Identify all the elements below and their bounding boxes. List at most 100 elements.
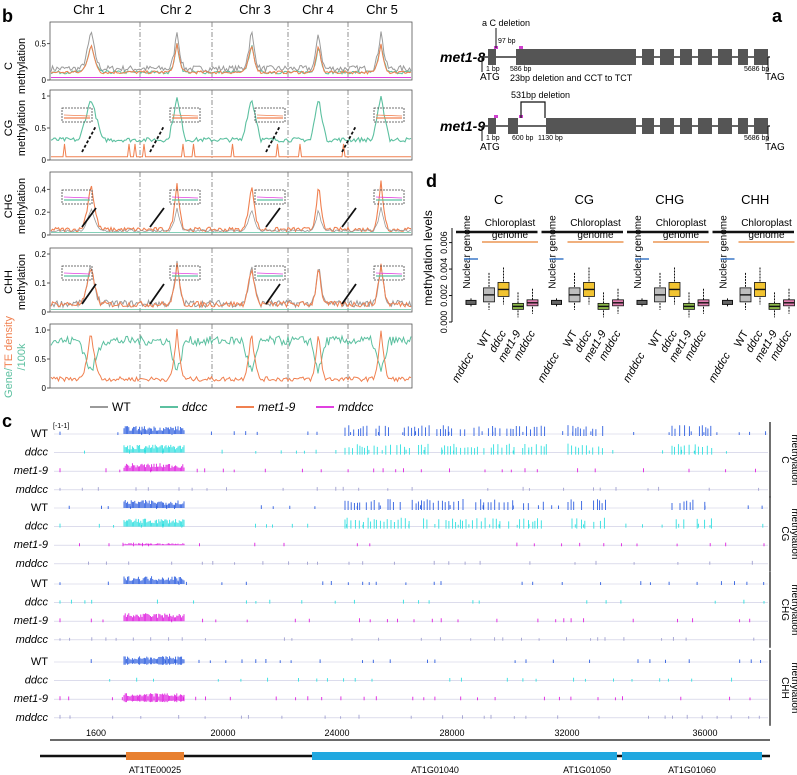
panel-b: b Chr 1 Chr 2 Chr 3 Chr 4 Chr 5 0 0.5 0 0.5… [2, 2, 413, 414]
d-xlabel: mddcc [621, 350, 648, 384]
methylation-signal [79, 542, 765, 547]
inset-trace [375, 196, 403, 199]
series-wt [50, 260, 412, 309]
methylation-signal [59, 714, 760, 719]
plot-frame [49, 323, 413, 389]
d-chl-label: genome [748, 230, 785, 241]
plot-frame [49, 89, 413, 161]
exon [738, 49, 748, 65]
inset-arrow [81, 125, 97, 153]
methylation-signal [59, 463, 756, 473]
exon [488, 118, 496, 134]
d-nuclear-label: Nuclear genome [462, 215, 473, 289]
track-label: mddcc [16, 558, 49, 570]
methylation-signal [88, 560, 753, 565]
exon [516, 49, 636, 65]
methylation-signal [59, 425, 767, 436]
chr-label: Chr 5 [366, 2, 398, 17]
deletion-note: 23bp deletion and CCT to TCT [510, 73, 633, 83]
allele-met1-8: met1-8 [440, 49, 485, 65]
plot-frame [49, 247, 413, 313]
inset-trace [375, 114, 403, 117]
box-mddcc-nuclear [551, 299, 562, 305]
panel-label-c: c [2, 411, 12, 431]
mutation-marker [494, 115, 498, 118]
group-label: methylation [789, 662, 797, 713]
exon [660, 118, 674, 134]
exon [660, 49, 674, 65]
exon [698, 49, 712, 65]
inset-arrow [265, 207, 281, 228]
track-label: ddcc [25, 597, 49, 609]
atg-label: ATG [480, 142, 500, 153]
exon [738, 118, 748, 134]
y-tick-label: 0 [42, 156, 47, 165]
pos-1: 1 bp [486, 66, 500, 73]
inset-arrow [149, 283, 165, 305]
inset-arrow [149, 125, 165, 153]
d-ytick-label: 0.000 [439, 311, 449, 334]
gene-box [126, 752, 184, 760]
panel-d: d methylation levels 0.0000.0020.0040.00… [421, 171, 795, 385]
density-gene: Gene [3, 371, 15, 398]
series-ddcc [50, 95, 412, 144]
y-tick-label: 0 [42, 231, 47, 240]
y-tick-label: 0.5 [35, 40, 47, 49]
exon [698, 118, 712, 134]
track-label: mddcc [16, 712, 49, 724]
d-group-title: C [494, 192, 503, 207]
pos-1: 1 bp [486, 135, 500, 142]
series-te-density [50, 328, 412, 383]
deletion-bracket [520, 101, 546, 118]
d-xlabel: mddcc [536, 350, 563, 384]
d-ytick-label: 0.004 [439, 258, 449, 281]
panel-label-a: a [772, 6, 783, 26]
row-label-density: Gene/TE density [3, 316, 15, 398]
track-label: met1-9 [14, 465, 48, 477]
allele-met1-9: met1-9 [440, 118, 485, 134]
box-mddcc-nuclear [722, 299, 733, 305]
d-ylabel: methylation levels [421, 210, 435, 305]
pos-1130: 1130 bp [538, 135, 563, 142]
inset-arrow [81, 283, 97, 305]
exon [680, 49, 692, 65]
inset-box [373, 107, 405, 123]
inset-trace [171, 272, 199, 275]
inset-trace [256, 114, 284, 117]
axis-tick: 24000 [324, 728, 349, 738]
inset-trace [375, 272, 403, 275]
row-label-c-1: C [3, 62, 15, 70]
inset-box [61, 107, 93, 123]
inset-trace [63, 196, 91, 199]
d-chl-label: genome [492, 230, 529, 241]
y-tick-label: 0 [42, 76, 47, 85]
inset-box [61, 265, 93, 281]
inset-arrow [341, 207, 357, 228]
inset-box [254, 265, 286, 281]
box-mddcc-nuclear [636, 299, 648, 305]
inset-arrow [265, 283, 281, 305]
gene-box [557, 752, 617, 760]
axis-tick: 32000 [554, 728, 579, 738]
methylation-signal [59, 576, 765, 585]
exon [680, 118, 692, 134]
inset-trace [171, 114, 199, 117]
mutation-marker [519, 46, 523, 49]
d-chl-label: Chloroplast [485, 218, 536, 229]
pos-end: 5686 bp [744, 135, 769, 142]
axis-tick: 20000 [210, 728, 235, 738]
boxplot-area: 0.000 0.002 0.004 0.006 C Nuclear genome Chlor… [439, 192, 795, 385]
y-tick-label: 0 [42, 384, 47, 393]
group-label: methylation [789, 584, 797, 635]
atg-label: ATG [480, 72, 500, 83]
methylation-signal [59, 599, 765, 604]
chr-label: Chr 4 [302, 2, 334, 17]
axis-tick: 1600 [86, 728, 106, 738]
inset-trace [256, 196, 284, 199]
gene-label: AT1TE00025 [129, 765, 181, 775]
d-nuclear-label: Nuclear genome [633, 215, 644, 289]
series-met1-9 [50, 180, 412, 234]
gene-label: AT1G01060 [668, 765, 716, 775]
